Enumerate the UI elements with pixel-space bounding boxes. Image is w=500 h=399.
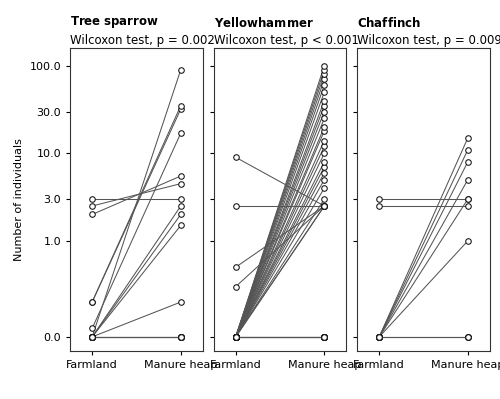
- Text: $\bf{Tree\ sparrow}$
Wilcoxon test, p = 0.002: $\bf{Tree\ sparrow}$ Wilcoxon test, p = …: [70, 14, 215, 47]
- Text: $\bf{Yellowhammer}$
Wilcoxon test, p < 0.001: $\bf{Yellowhammer}$ Wilcoxon test, p < 0…: [214, 16, 358, 47]
- Text: $\bf{Chaffinch}$
Wilcoxon test, p = 0.009: $\bf{Chaffinch}$ Wilcoxon test, p = 0.00…: [357, 16, 500, 47]
- Y-axis label: Number of individuals: Number of individuals: [14, 138, 24, 261]
